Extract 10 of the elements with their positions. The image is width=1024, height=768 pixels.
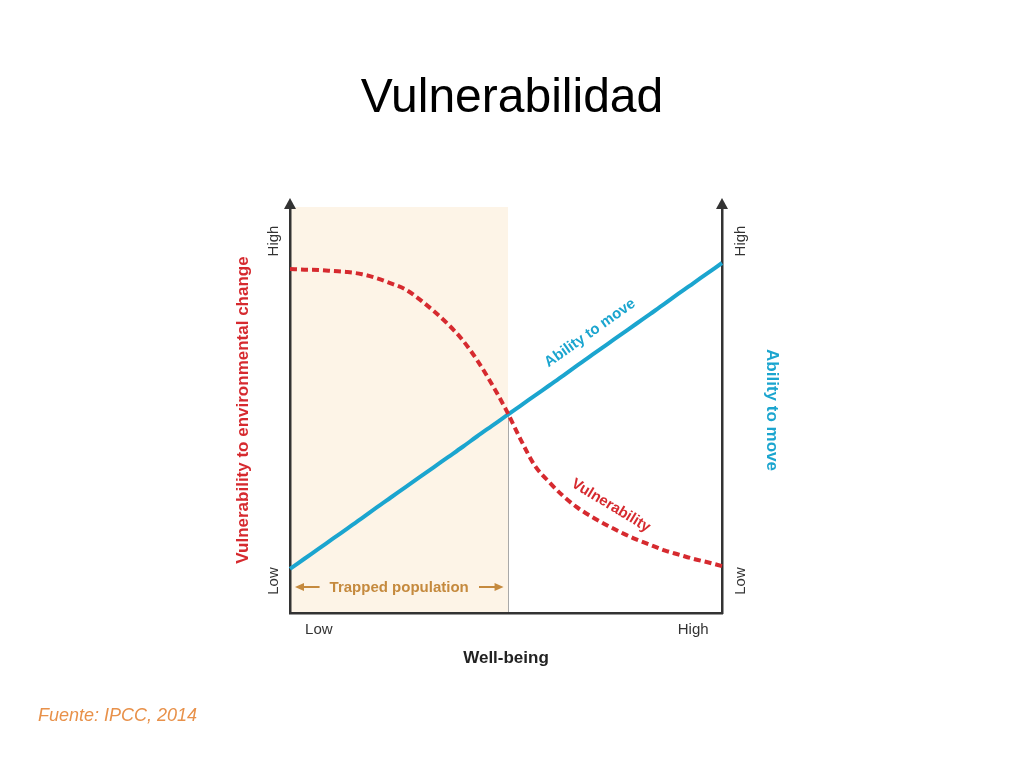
text: High (731, 225, 749, 257)
text: Low (264, 567, 282, 595)
text: Low (731, 567, 749, 595)
y-axis-title: Vulnerability to environmental change (232, 256, 252, 564)
source-note: Fuente: IPCC, 2014 (38, 704, 198, 727)
annotation: Trapped population (329, 578, 469, 596)
text: High (264, 225, 282, 257)
chart-title: Vulnerabilidad (359, 68, 665, 124)
x-axis-title: Well-being (463, 648, 549, 668)
y2-axis-title: Ability to move (763, 349, 783, 471)
